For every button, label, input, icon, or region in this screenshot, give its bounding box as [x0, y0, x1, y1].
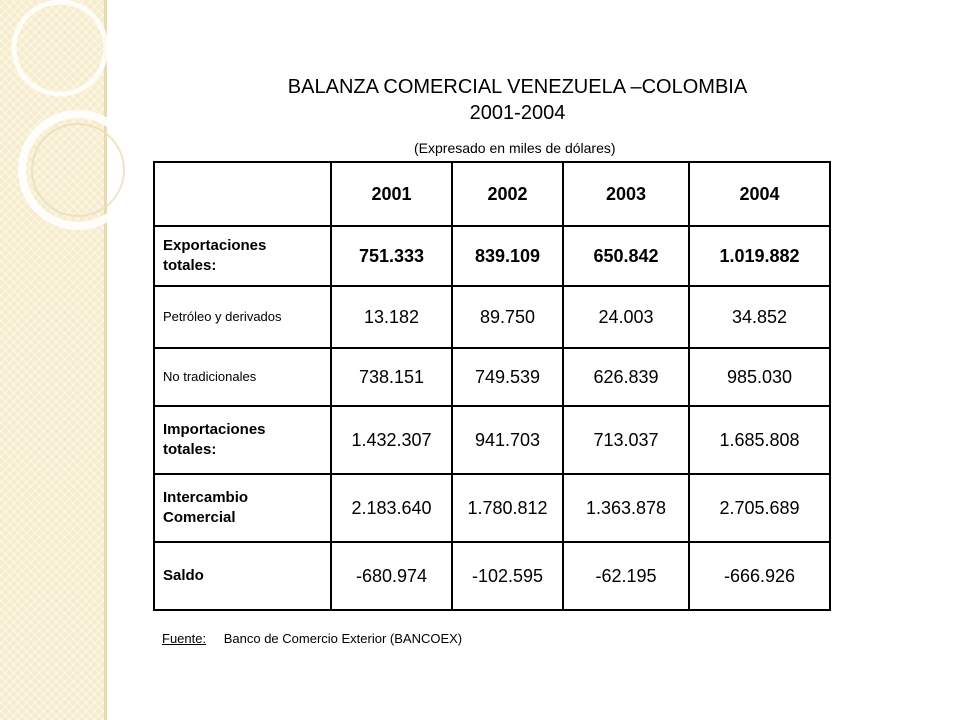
table-header-row: 2001 2002 2003 2004 [153, 161, 831, 227]
table-cell: -666.926 [688, 541, 831, 611]
slide-title: BALANZA COMERCIAL VENEZUELA –COLOMBIA 20… [250, 74, 785, 126]
row-label: Saldo [153, 541, 332, 611]
table-row-saldo: Saldo -680.974 -102.595 -62.195 -666.926 [153, 541, 831, 611]
table-cell: 839.109 [451, 225, 564, 287]
table-cell: 2.705.689 [688, 473, 831, 543]
table-row-no-tradicionales: No tradicionales 738.151 749.539 626.839… [153, 347, 831, 407]
trade-balance-table: 2001 2002 2003 2004 Exportaciones totale… [153, 161, 831, 611]
table-cell: 1.019.882 [688, 225, 831, 287]
table-cell: -62.195 [562, 541, 690, 611]
year-header: 2001 [330, 161, 453, 227]
table-cell: 985.030 [688, 347, 831, 407]
table-row-petroleo: Petróleo y derivados 13.182 89.750 24.00… [153, 285, 831, 349]
table-cell: 751.333 [330, 225, 453, 287]
subtitle: (Expresado en miles de dólares) [414, 140, 616, 156]
table-cell: -102.595 [451, 541, 564, 611]
table-cell: 1.363.878 [562, 473, 690, 543]
year-header: 2003 [562, 161, 690, 227]
row-label: No tradicionales [153, 347, 332, 407]
row-label: Exportaciones totales: [153, 225, 332, 287]
table-cell: 941.703 [451, 405, 564, 475]
table-cell: -680.974 [330, 541, 453, 611]
table-cell: 713.037 [562, 405, 690, 475]
table-cell: 1.432.307 [330, 405, 453, 475]
table-row-importaciones: Importaciones totales: 1.432.307 941.703… [153, 405, 831, 475]
title-line-1: BALANZA COMERCIAL VENEZUELA –COLOMBIA [287, 76, 748, 98]
title-line-2: 2001-2004 [469, 102, 566, 124]
table-cell: 626.839 [562, 347, 690, 407]
decorative-ring-inner [31, 123, 125, 217]
table-row-exportaciones: Exportaciones totales: 751.333 839.109 6… [153, 225, 831, 287]
table-cell: 13.182 [330, 285, 453, 349]
table-cell: 650.842 [562, 225, 690, 287]
decorative-rings [11, 0, 138, 230]
source-text: Banco de Comercio Exterior (BANCOEX) [223, 631, 463, 646]
table-cell: 2.183.640 [330, 473, 453, 543]
table-cell: 1.780.812 [451, 473, 564, 543]
table-row-intercambio: Intercambio Comercial 2.183.640 1.780.81… [153, 473, 831, 543]
decorative-ring-top [11, 0, 109, 97]
decorative-ring-bottom [18, 110, 138, 230]
table-cell: 34.852 [688, 285, 831, 349]
table-cell: 749.539 [451, 347, 564, 407]
header-empty-cell [153, 161, 332, 227]
year-header: 2002 [451, 161, 564, 227]
row-label: Petróleo y derivados [153, 285, 332, 349]
row-label: Importaciones totales: [153, 405, 332, 475]
table-cell: 738.151 [330, 347, 453, 407]
year-header: 2004 [688, 161, 831, 227]
source-note: Fuente: Banco de Comercio Exterior (BANC… [162, 631, 462, 646]
source-label: Fuente: [162, 631, 207, 646]
sidebar-edge [104, 0, 107, 720]
table-cell: 24.003 [562, 285, 690, 349]
row-label: Intercambio Comercial [153, 473, 332, 543]
table-cell: 1.685.808 [688, 405, 831, 475]
table-cell: 89.750 [451, 285, 564, 349]
